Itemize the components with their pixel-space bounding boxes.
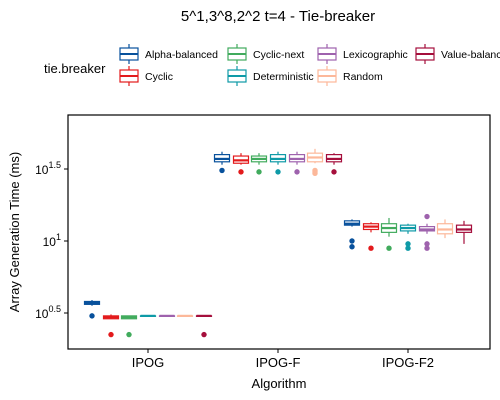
box-group: [213, 151, 231, 174]
x-tick-label: IPOG: [132, 355, 165, 370]
y-tick-label: 101: [43, 232, 61, 249]
box-group: [250, 153, 268, 175]
box-group: [306, 148, 324, 177]
legend-label: Random: [343, 71, 383, 83]
outlier-point: [424, 213, 430, 220]
box-group: [399, 223, 417, 251]
box-group: [176, 314, 194, 317]
box-group: [325, 153, 343, 175]
legend-label: Lexicographic: [343, 49, 408, 61]
outlier-point: [201, 331, 207, 338]
outlier-point: [331, 169, 337, 175]
outlier-point: [405, 245, 411, 251]
box-group: [120, 315, 138, 338]
legend-entry: Deterministic: [227, 66, 314, 86]
outlier-point: [386, 245, 392, 251]
box-group: [102, 314, 120, 338]
outlier-point: [349, 244, 355, 250]
y-tick-label: 101.5: [35, 160, 61, 177]
legend-entry: Cyclic-next: [227, 44, 304, 64]
outlier-point: [108, 331, 114, 338]
outlier-point: [219, 167, 225, 174]
outlier-point: [349, 238, 355, 244]
x-axis: IPOG IPOG-F IPOG-F2: [132, 349, 434, 370]
outlier-point: [294, 169, 300, 175]
box-group: [436, 219, 454, 239]
legend-label: Cyclic: [145, 71, 173, 83]
legend-label: Deterministic: [253, 71, 314, 83]
outlier-point: [424, 241, 430, 247]
outlier-point: [424, 245, 430, 251]
legend-entry: Lexicographic: [317, 44, 408, 64]
box-group: [139, 314, 157, 317]
y-axis-label: Array Generation Time (ms): [7, 152, 22, 312]
boxplot-marks: [83, 148, 473, 338]
box-group: [83, 300, 101, 319]
outlier-point: [368, 245, 374, 251]
legend-entry: Random: [317, 66, 383, 86]
plot-panel: [67, 114, 491, 350]
legend-entry: Cyclic: [119, 66, 173, 86]
outlier-point: [126, 331, 132, 338]
legend-label: Cyclic-next: [253, 49, 304, 61]
y-tick-label: 100.5: [35, 304, 61, 321]
box-group: [232, 153, 250, 175]
legend: tie.breaker Alpha-balanced Cyclic Cyclic-n…: [44, 44, 500, 86]
chart-title: 5^1,3^8,2^2 t=4 - Tie-breaker: [181, 8, 375, 25]
legend-label: Alpha-balanced: [145, 49, 218, 61]
x-tick-label: IPOG-F2: [382, 355, 434, 370]
outlier-point: [312, 170, 318, 177]
outlier-point: [405, 241, 411, 247]
box-group: [362, 222, 380, 251]
legend-title: tie.breaker: [44, 61, 106, 76]
box-group: [158, 314, 176, 317]
outlier-point: [256, 169, 262, 175]
x-tick-label: IPOG-F: [256, 355, 301, 370]
legend-entry: Alpha-balanced: [119, 44, 218, 64]
y-axis: 100.5 101 101.5: [35, 160, 68, 321]
legend-entry: Value-balanced: [415, 44, 500, 64]
outlier-point: [89, 313, 95, 319]
box-group: [455, 220, 473, 244]
box-group: [380, 217, 398, 251]
box-group: [195, 314, 213, 338]
box-group: [343, 219, 361, 250]
box-group: [418, 213, 436, 251]
outlier-point: [275, 169, 281, 175]
box-group: [269, 151, 287, 175]
legend-label: Value-balanced: [441, 49, 500, 61]
box-group: [288, 151, 306, 175]
outlier-point: [238, 169, 244, 175]
x-axis-label: Algorithm: [252, 376, 307, 391]
